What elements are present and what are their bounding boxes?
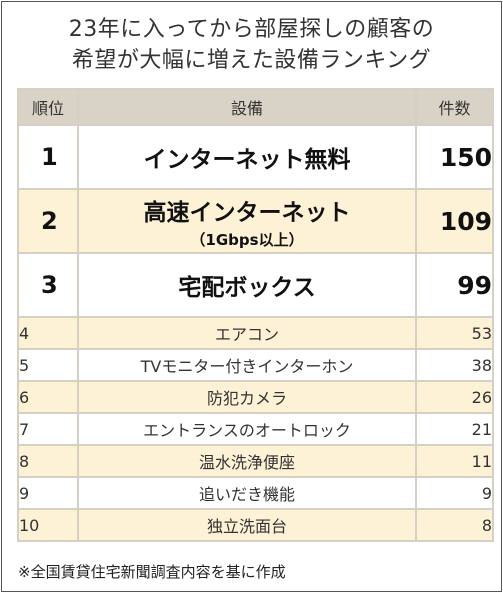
rank-cell: 6: [17, 380, 79, 414]
count-cell: 109: [415, 188, 494, 254]
count-cell: 150: [415, 124, 494, 190]
item-cell: インターネット無料: [77, 124, 417, 190]
chart-title: 23年に入ってから部屋探しの顧客の 希望が大幅に増えた設備ランキング: [2, 14, 501, 76]
item-cell: 追いだき機能: [77, 476, 417, 510]
item-cell: 独立洗面台: [77, 508, 417, 542]
table-row: 10 独立洗面台 8: [17, 508, 494, 542]
item-cell: 高速インターネット （1Gbps以上）: [77, 188, 417, 254]
table-row: 1 インターネット無料 150: [17, 124, 494, 190]
title-line-2: 希望が大幅に増えた設備ランキング: [71, 48, 432, 73]
rank-cell: 10: [17, 508, 79, 542]
count-cell: 53: [415, 316, 494, 350]
rank-cell: 8: [17, 444, 79, 478]
header-rank: 順位: [17, 88, 79, 126]
rank-cell: 3: [17, 252, 79, 318]
count-cell: 11: [415, 444, 494, 478]
item-label: 高速インターネット: [143, 199, 351, 226]
item-cell: エアコン: [77, 316, 417, 350]
rank-cell: 1: [17, 124, 79, 190]
ranking-body: 1 インターネット無料 150 2 高速インターネット （1Gbps以上） 10…: [17, 124, 494, 542]
table-row: 5 TVモニター付きインターホン 38: [17, 348, 494, 382]
table-row: 4 エアコン 53: [17, 316, 494, 350]
item-cell: TVモニター付きインターホン: [77, 348, 417, 382]
header-row: 順位 設備 件数: [17, 88, 494, 126]
table-row: 3 宅配ボックス 99: [17, 252, 494, 318]
header-item: 設備: [77, 88, 417, 126]
count-cell: 26: [415, 380, 494, 414]
header-count: 件数: [415, 88, 494, 126]
count-cell: 38: [415, 348, 494, 382]
count-cell: 9: [415, 476, 494, 510]
source-note: ※全国賃貸住宅新聞調査内容を基に作成: [18, 563, 286, 581]
item-cell: 防犯カメラ: [77, 380, 417, 414]
item-cell: 温水洗浄便座: [77, 444, 417, 478]
count-cell: 8: [415, 508, 494, 542]
table-row: 8 温水洗浄便座 11: [17, 444, 494, 478]
table-row: 6 防犯カメラ 26: [17, 380, 494, 414]
rank-cell: 7: [17, 412, 79, 446]
ranking-table: 順位 設備 件数 1 インターネット無料 150 2 高速インターネット （1G…: [17, 88, 494, 542]
item-cell: 宅配ボックス: [77, 252, 417, 318]
table-row: 7 エントランスのオートロック 21: [17, 412, 494, 446]
table-row: 9 追いだき機能 9: [17, 476, 494, 510]
rank-cell: 4: [17, 316, 79, 350]
rank-cell: 5: [17, 348, 79, 382]
rank-cell: 2: [17, 188, 79, 254]
table-row: 2 高速インターネット （1Gbps以上） 109: [17, 188, 494, 254]
count-cell: 99: [415, 252, 494, 318]
title-line-1: 23年に入ってから部屋探しの顧客の: [68, 17, 435, 42]
count-cell: 21: [415, 412, 494, 446]
rank-cell: 9: [17, 476, 79, 510]
item-cell: エントランスのオートロック: [77, 412, 417, 446]
item-sublabel: （1Gbps以上）: [190, 230, 304, 249]
